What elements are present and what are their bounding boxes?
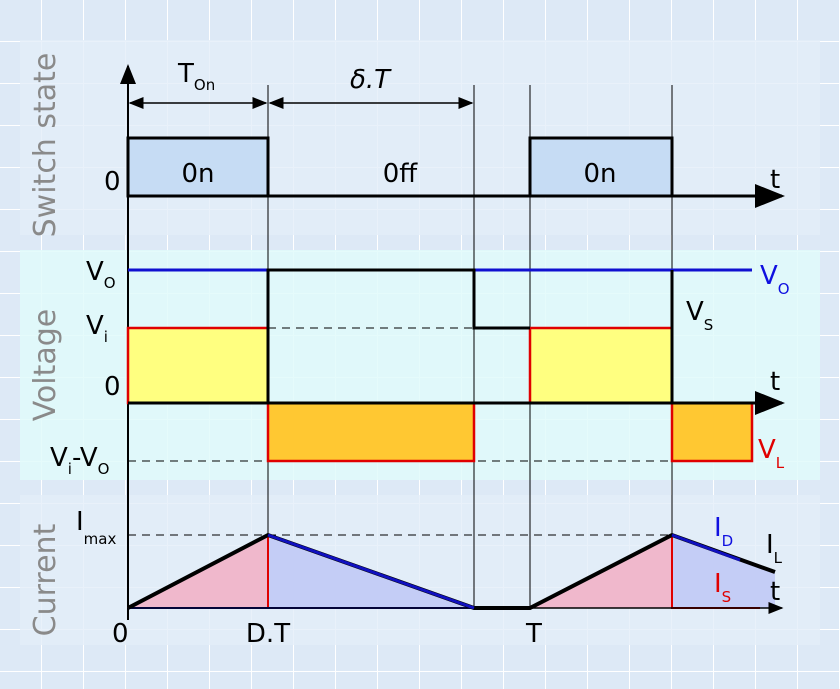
t-on-label: TOn [177,59,215,94]
id-area [672,535,775,608]
main: V [760,261,778,291]
sub: O [98,460,110,478]
panel-label: Voltage [28,309,63,422]
vs-line [266,268,530,403]
time-label: t [770,577,780,607]
sub: i [68,460,72,478]
imax-level: Imax [76,507,116,548]
sub: On [194,76,215,94]
time-label: t [770,367,780,397]
sub: i [104,328,108,346]
state-label: 0ff [383,159,419,189]
legend-vo: VO [760,261,790,298]
zero-label: 0 [104,167,121,197]
main: V [758,435,776,465]
delta-t-label: δ.T [350,65,392,95]
vo-level: VO [86,257,116,292]
vi-vo-level: Vi-VO [50,443,109,478]
sub: S [722,588,732,606]
zero-label: 0 [104,372,121,402]
state-label: 0n [583,159,616,189]
id-line [267,533,475,610]
vl-negative [266,401,476,463]
legend-il: IL [766,530,783,567]
panel-label: Switch state [28,53,63,238]
legend-vs: VS [686,297,713,334]
main: V [686,297,704,327]
id-line [671,533,741,562]
vl-positive [528,326,674,405]
legend-id: ID [714,513,733,550]
main: I [76,507,84,537]
x-dt: D.T [246,619,290,649]
time-label: t [770,165,780,195]
vl-negative [670,401,754,463]
main: V [80,443,98,473]
sub: S [704,316,714,334]
main: T [177,59,194,89]
vl-positive [126,326,270,405]
legend-is: IS [714,569,731,606]
x-period: T [525,619,542,649]
sub: O [778,280,790,298]
main: V [50,443,68,473]
sub: max [84,530,117,548]
sub: L [776,454,785,472]
state-label: 0n [181,159,214,189]
main: V [86,311,104,341]
op: - [72,443,81,473]
sub: D [722,532,734,550]
legend-vl: VL [758,435,785,472]
main: I [714,569,722,599]
panel-label: Current [28,523,63,636]
main: I [766,530,774,560]
main: V [86,257,104,287]
vi-level: Vi [86,311,108,346]
main: I [714,513,722,543]
sub: L [774,549,783,567]
sub: O [104,274,116,292]
x-origin: 0 [112,619,129,649]
